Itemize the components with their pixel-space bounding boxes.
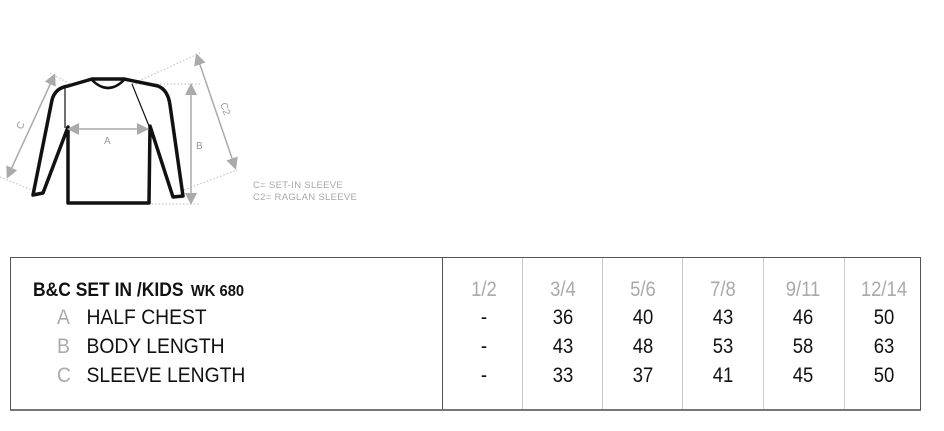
row-letter: B xyxy=(57,335,70,358)
note-set-in-sleeve: C= SET-IN SLEEVE xyxy=(253,180,344,191)
divider xyxy=(763,258,764,409)
product-name: B&C SET IN /KIDS xyxy=(33,280,184,301)
divider xyxy=(602,258,603,409)
note-raglan-sleeve: C2= RAGLAN SLEEVE xyxy=(253,192,358,203)
table-cell: 41 xyxy=(712,364,734,387)
product-code: WK 680 xyxy=(190,283,245,300)
size-chart-table: B&C SET IN /KIDS WK 680 1/2 3/4 5/6 7/8 9/11 1… xyxy=(10,257,921,411)
size-header: 7/8 xyxy=(710,278,736,301)
sweater-diagram: A B C C2 xyxy=(0,52,238,205)
size-header: 9/11 xyxy=(785,278,821,301)
label-c: C xyxy=(15,120,28,131)
row-label: B BODY LENGTH xyxy=(57,335,225,359)
table-cell: - xyxy=(480,364,488,387)
table-cell: 50 xyxy=(873,306,895,329)
table-cell: 33 xyxy=(552,364,574,387)
product-title: B&C SET IN /KIDS WK 680 xyxy=(33,280,244,302)
size-header: 1/2 xyxy=(471,278,497,301)
table-cell: 53 xyxy=(712,335,734,358)
size-header: 12/14 xyxy=(860,278,908,301)
table-cell: 43 xyxy=(712,306,734,329)
table-cell: 36 xyxy=(552,306,574,329)
table-cell: 40 xyxy=(632,306,654,329)
size-header: 3/4 xyxy=(550,278,576,301)
row-letter: A xyxy=(57,306,70,329)
table-cell: - xyxy=(480,335,488,358)
table-cell: 46 xyxy=(792,306,814,329)
table-cell: 48 xyxy=(632,335,654,358)
divider xyxy=(522,258,523,409)
divider xyxy=(442,258,443,409)
row-label: A HALF CHEST xyxy=(57,306,207,330)
sweater-outline xyxy=(31,77,185,205)
label-b: B xyxy=(196,141,203,152)
arrow-c2 xyxy=(194,53,238,170)
label-a: A xyxy=(104,136,111,147)
measurement-name: HALF CHEST xyxy=(86,306,207,329)
table-cell: - xyxy=(480,306,488,329)
measurement-name: SLEEVE LENGTH xyxy=(86,364,246,387)
table-cell: 50 xyxy=(873,364,895,387)
table-cell: 43 xyxy=(552,335,574,358)
divider xyxy=(682,258,683,409)
measurement-name: BODY LENGTH xyxy=(86,335,225,358)
table-cell: 37 xyxy=(632,364,654,387)
divider xyxy=(844,258,845,409)
size-header: 5/6 xyxy=(630,278,656,301)
label-c2: C2 xyxy=(217,101,232,117)
measure-arrows xyxy=(6,53,238,205)
row-letter: C xyxy=(57,364,71,387)
table-cell: 45 xyxy=(792,364,814,387)
arrow-c xyxy=(6,73,56,179)
row-label: C SLEEVE LENGTH xyxy=(57,364,245,388)
table-cell: 63 xyxy=(873,335,895,358)
table-cell: 58 xyxy=(792,335,814,358)
